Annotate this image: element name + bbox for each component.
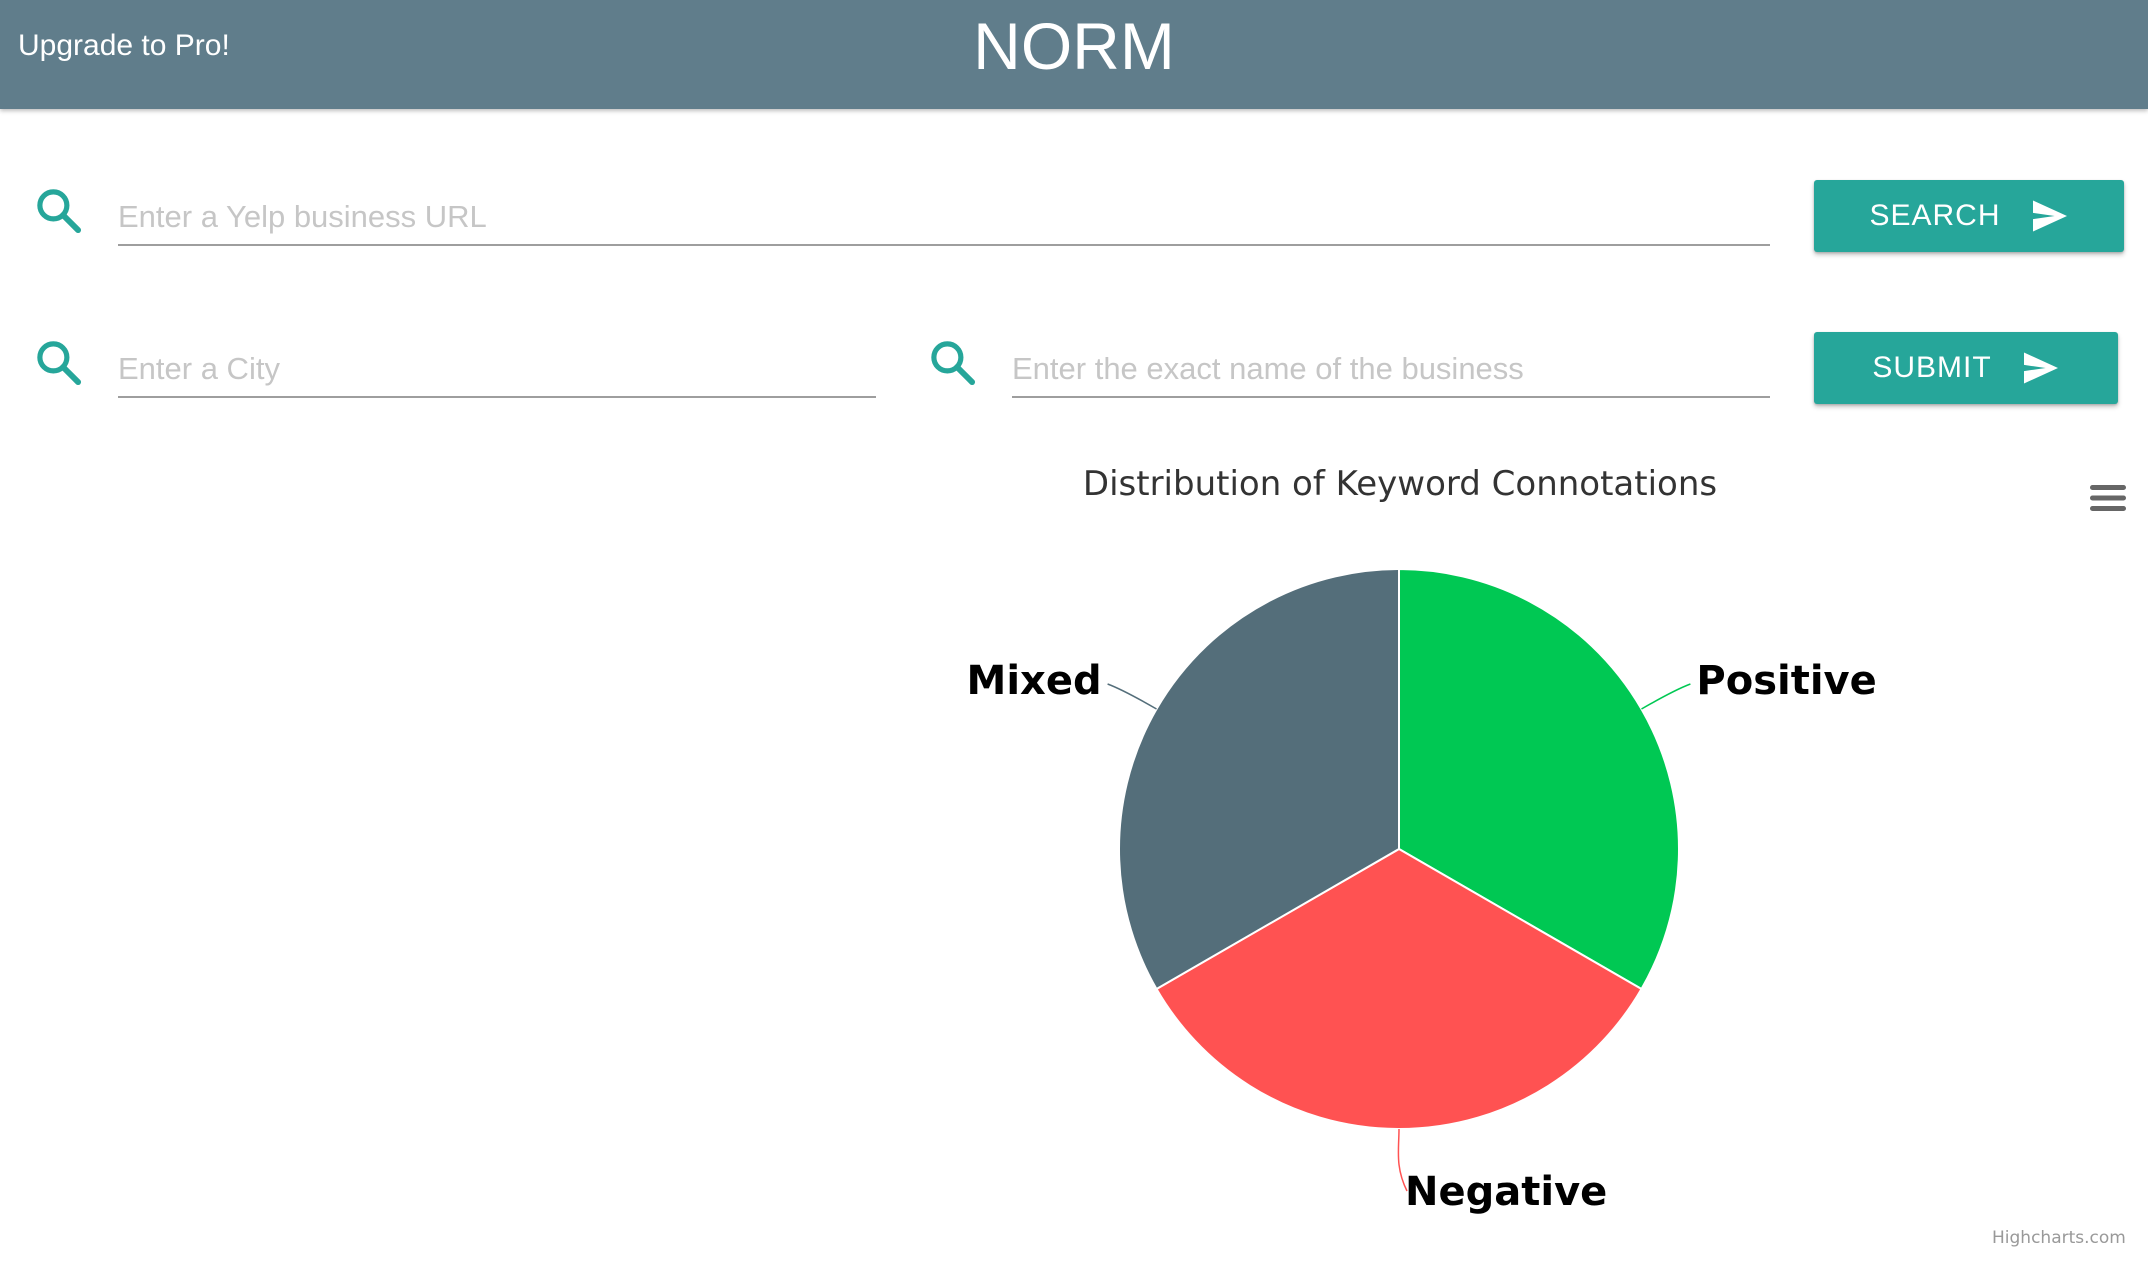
pie-chart: Positive Negative Mixed — [967, 567, 1877, 1215]
data-label-negative: Negative — [1405, 1169, 1607, 1215]
business-name-input[interactable] — [1012, 342, 1770, 398]
pie-slice-negative[interactable] — [1155, 847, 1643, 1130]
highcharts-credits-link[interactable]: Highcharts.com — [1992, 1228, 2126, 1248]
business-name-field — [894, 322, 1770, 426]
upgrade-to-pro-link[interactable]: Upgrade to Pro! — [18, 29, 230, 62]
chart-title: Distribution of Keyword Connotations — [1082, 464, 1718, 504]
connector-negative — [1397, 1128, 1408, 1192]
hamburger-menu-icon[interactable] — [2088, 482, 2128, 514]
data-label-mixed: Mixed — [967, 658, 1102, 704]
url-search-field — [0, 170, 1770, 274]
pie-slice-mixed[interactable] — [1118, 567, 1400, 991]
submit-button[interactable]: SUBMIT — [1814, 332, 2118, 404]
search-icon — [37, 189, 82, 234]
connotation-chart: Positive Negative Mixed Distribution of Ke… — [0, 450, 2148, 1272]
app-header: Upgrade to Pro! NORM — [0, 0, 2148, 109]
connector-positive — [1641, 683, 1691, 710]
search-icon — [37, 341, 82, 386]
city-input[interactable] — [118, 342, 876, 398]
connector-mixed — [1107, 683, 1157, 710]
yelp-url-input[interactable] — [118, 190, 1770, 246]
send-icon — [2023, 352, 2058, 384]
city-search-field — [0, 322, 876, 426]
submit-button-label: SUBMIT — [1872, 351, 1992, 384]
pie-slice-positive[interactable] — [1398, 567, 1680, 991]
search-button-label: SEARCH — [1869, 199, 2001, 232]
search-icon — [931, 341, 976, 386]
search-button[interactable]: SEARCH — [1814, 180, 2124, 252]
app-title: NORM — [973, 9, 1175, 83]
data-label-positive: Positive — [1696, 658, 1876, 704]
send-icon — [2032, 200, 2067, 232]
